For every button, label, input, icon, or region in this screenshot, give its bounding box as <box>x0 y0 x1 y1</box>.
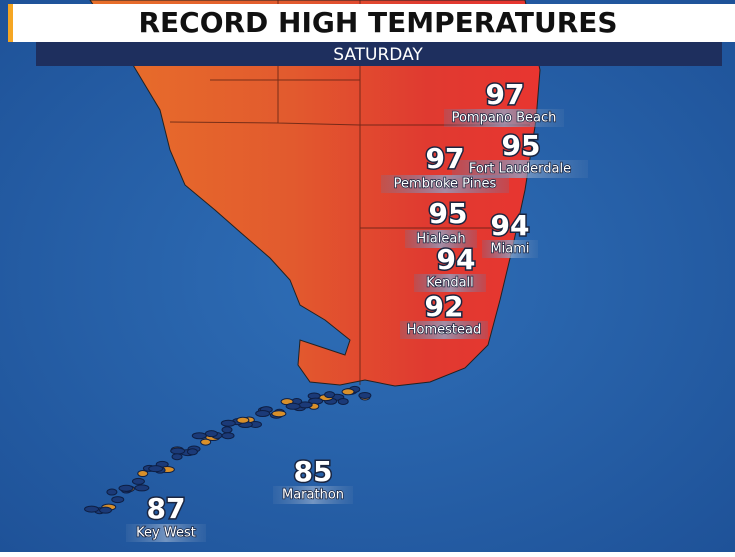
island <box>341 388 355 396</box>
city-name: Fort Lauderdale <box>469 162 571 177</box>
temperature: 85 <box>294 455 333 488</box>
island <box>186 448 198 456</box>
title-accent <box>8 4 13 42</box>
island <box>204 430 218 438</box>
island <box>118 484 134 492</box>
city-name: Homestead <box>407 323 481 338</box>
label-background <box>273 486 353 504</box>
label-background <box>414 274 486 292</box>
island <box>221 432 235 440</box>
city-name: Miami <box>490 242 529 257</box>
city-name: Hialeah <box>416 232 465 247</box>
island <box>170 447 186 455</box>
title: RECORD HIGH TEMPERATURES <box>138 6 617 39</box>
title-bar <box>8 4 735 42</box>
label-background <box>405 230 477 248</box>
island <box>191 432 207 440</box>
label-background <box>400 321 488 339</box>
island <box>221 426 233 434</box>
island <box>324 391 336 399</box>
island <box>106 488 118 496</box>
city-name: Marathon <box>282 488 344 503</box>
subtitle-bar <box>36 42 722 66</box>
city-name: Kendall <box>426 276 474 291</box>
city-name: Pompano Beach <box>452 111 557 126</box>
island <box>148 465 164 473</box>
island <box>84 505 100 513</box>
island <box>271 410 287 418</box>
county-lines <box>169 0 530 385</box>
island <box>220 419 236 427</box>
florida-keys <box>84 385 372 515</box>
island <box>200 438 212 446</box>
island <box>358 391 372 399</box>
subtitle: SATURDAY <box>333 45 423 65</box>
temperature: 94 <box>491 209 530 242</box>
label-background <box>452 160 588 178</box>
city-name: Key West <box>136 526 196 541</box>
island <box>99 506 113 514</box>
island <box>134 484 150 492</box>
island <box>337 397 349 405</box>
label-background <box>381 175 509 193</box>
island <box>111 496 125 504</box>
temperature: 95 <box>502 129 541 162</box>
temperature: 94 <box>437 243 476 276</box>
city-name: Pembroke Pines <box>394 177 497 192</box>
island <box>285 402 301 410</box>
island <box>137 470 149 478</box>
temperature: 87 <box>147 492 186 525</box>
temperature: 97 <box>426 142 465 175</box>
label-background <box>444 109 564 127</box>
temperature: 97 <box>486 78 525 111</box>
temperature: 95 <box>429 197 468 230</box>
label-background <box>126 524 206 542</box>
label-background <box>482 240 538 258</box>
temperature: 92 <box>425 290 464 323</box>
island <box>236 416 250 424</box>
island <box>131 477 145 485</box>
island <box>255 410 271 418</box>
island <box>171 453 183 461</box>
